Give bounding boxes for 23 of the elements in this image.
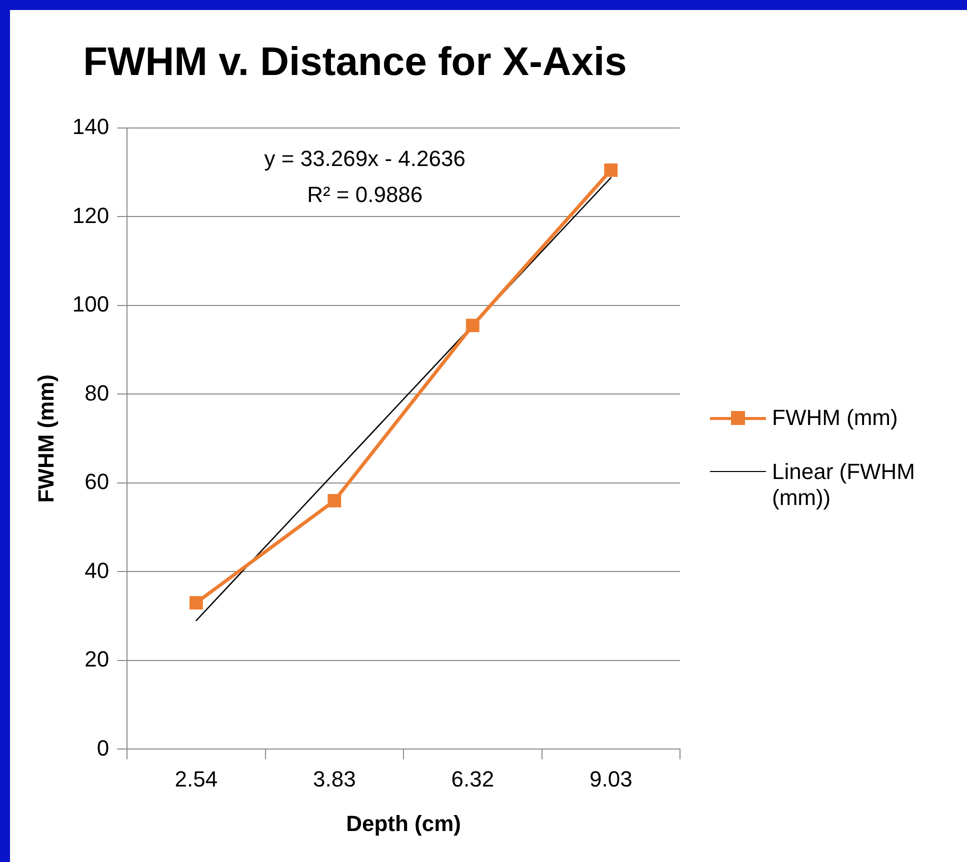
- annotation: y = 33.269x - 4.2636: [264, 146, 466, 171]
- x-tick-label: 9.03: [589, 766, 632, 792]
- y-tick-label: 0: [96, 735, 110, 760]
- y-tick-label: 20: [84, 646, 110, 672]
- y-tick-label: 80: [84, 380, 110, 406]
- y-tick-label: 60: [84, 469, 110, 494]
- chart-title: FWHM v. Distance for X-Axis: [83, 40, 627, 84]
- y-tick-label: 100: [72, 292, 110, 317]
- point: [190, 596, 203, 610]
- point: [328, 494, 342, 508]
- x-tick-label: 2.54: [174, 766, 218, 792]
- legend-label: Linear (FWHM (mm)): [772, 459, 916, 511]
- y-axis-title: FWHM (mm): [33, 374, 58, 503]
- point: [604, 163, 618, 177]
- y-tick-label: 40: [84, 558, 110, 583]
- y-tick-label: 120: [72, 202, 110, 228]
- legend-label: FWHM (mm): [772, 405, 898, 431]
- annotation: R² = 0.9886: [307, 182, 423, 207]
- x-tick-label: 6.32: [451, 766, 494, 792]
- point: [466, 318, 480, 332]
- y-tick-label: 140: [72, 114, 110, 140]
- x-axis-title: Depth (cm): [346, 810, 461, 836]
- x-tick-label: 3.83: [313, 766, 356, 792]
